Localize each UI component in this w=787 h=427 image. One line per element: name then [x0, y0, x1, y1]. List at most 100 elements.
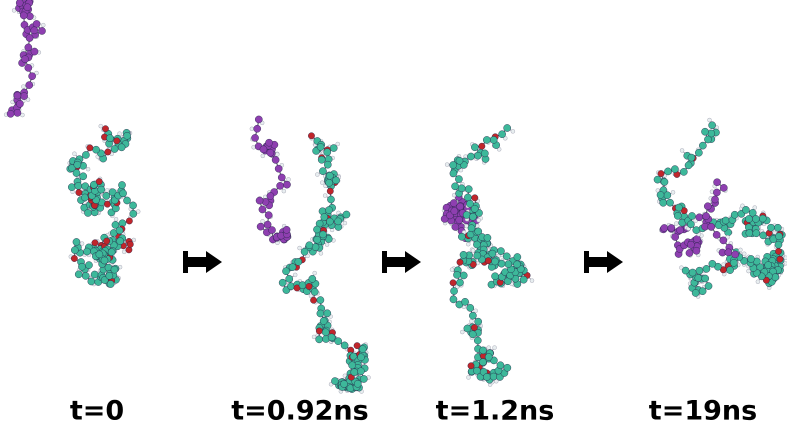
- carbon-atom: [348, 361, 356, 370]
- carbon-atom: [265, 138, 273, 147]
- hydrogen-atom: [740, 203, 745, 208]
- oxygen-atom: [315, 327, 323, 335]
- oxygen-atom: [305, 283, 313, 290]
- carbon-atom: [503, 363, 512, 372]
- hydrogen-atom: [320, 180, 325, 185]
- carbon-atom: [123, 131, 131, 140]
- carbon-atom: [693, 235, 701, 243]
- carbon-atom: [659, 199, 667, 207]
- carbon-atom: [258, 205, 267, 214]
- arrow-bar: [382, 251, 387, 273]
- oxygen-atom: [353, 342, 361, 350]
- carbon-atom: [74, 270, 83, 279]
- oxygen-atom: [467, 362, 475, 370]
- carbon-atom: [724, 248, 733, 257]
- carbon-atom: [72, 169, 81, 177]
- hydrogen-atom: [34, 70, 39, 76]
- carbon-atom: [671, 233, 679, 241]
- carbon-atom: [708, 121, 716, 130]
- carbon-atom: [702, 265, 711, 273]
- carbon-atom: [676, 226, 684, 235]
- hydrogen-atom: [670, 190, 676, 195]
- hydrogen-atom: [473, 308, 478, 313]
- carbon-atom: [320, 213, 329, 221]
- carbon-atom: [464, 185, 473, 193]
- carbon-atom: [667, 224, 676, 232]
- carbon-atom: [491, 272, 499, 281]
- carbon-atom: [474, 317, 482, 326]
- hydrogen-atom: [492, 345, 497, 350]
- oxygen-atom: [657, 170, 665, 177]
- carbon-atom: [6, 109, 15, 118]
- carbon-atom: [702, 212, 710, 220]
- hydrogen-atom: [449, 267, 455, 272]
- oxygen-atom: [70, 255, 78, 262]
- hydrogen-atom: [738, 247, 743, 253]
- carbon-atom: [327, 195, 335, 204]
- hydrogen-atom: [281, 188, 287, 194]
- carbon-atom: [30, 26, 39, 35]
- carbon-atom: [440, 215, 449, 223]
- carbon-atom: [83, 247, 91, 256]
- oxygen-atom: [775, 247, 782, 255]
- hydrogen-atom: [679, 148, 685, 153]
- oxygen-atom: [471, 194, 479, 202]
- carbon-atom: [653, 175, 662, 184]
- oxygen-atom: [113, 137, 121, 145]
- carbon-atom: [85, 261, 93, 269]
- carbon-atom: [319, 167, 327, 175]
- carbon-atom: [108, 188, 117, 197]
- hydrogen-atom: [469, 319, 474, 324]
- carbon-atom: [263, 220, 272, 229]
- carbon-atom: [102, 192, 111, 200]
- carbon-atom: [92, 145, 100, 154]
- molecules: [3, 0, 787, 394]
- carbon-atom: [118, 181, 126, 189]
- carbon-atom: [488, 249, 497, 258]
- carbon-atom: [20, 92, 28, 100]
- hydrogen-atom: [275, 152, 280, 157]
- carbon-atom: [692, 246, 701, 255]
- carbon-atom: [323, 309, 332, 318]
- carbon-atom: [752, 215, 760, 223]
- carbon-atom: [745, 215, 753, 223]
- carbon-atom: [455, 216, 464, 224]
- carbon-atom: [251, 134, 259, 142]
- carbon-atom: [357, 353, 365, 362]
- carbon-atom: [673, 212, 682, 220]
- carbon-atom: [721, 216, 730, 225]
- carbon-atom: [317, 155, 326, 164]
- carbon-atom: [350, 368, 359, 377]
- carbon-atom: [259, 145, 268, 154]
- carbon-atom: [712, 231, 721, 239]
- hydrogen-atom: [318, 251, 324, 256]
- carbon-atom: [332, 176, 340, 185]
- arrow-head: [387, 251, 421, 273]
- carbon-atom: [451, 182, 459, 191]
- carbon-atom: [449, 161, 457, 169]
- carbon-atom: [726, 266, 734, 274]
- hydrogen-atom: [510, 129, 516, 134]
- arrow: [584, 251, 623, 273]
- carbon-atom: [731, 250, 739, 259]
- carbon-atom: [21, 55, 29, 63]
- hydrogen-atom: [529, 278, 535, 283]
- carbon-atom: [68, 183, 76, 191]
- carbon-atom: [28, 72, 36, 81]
- carbon-atom: [300, 247, 309, 256]
- carbon-atom: [119, 189, 127, 198]
- carbon-atom: [266, 192, 275, 200]
- carbon-atom: [110, 145, 119, 153]
- arrow-bar: [584, 251, 589, 273]
- carbon-atom: [701, 127, 709, 136]
- carbon-atom: [491, 257, 499, 266]
- carbon-atom: [129, 209, 138, 218]
- carbon-atom: [271, 156, 280, 164]
- carbon-atom: [278, 278, 287, 287]
- carbon-atom: [24, 43, 33, 52]
- hydrogen-atom: [460, 329, 465, 335]
- carbon-atom: [106, 134, 114, 142]
- carbon-atom: [774, 240, 783, 249]
- carbon-atom: [334, 337, 343, 345]
- carbon-atom: [32, 20, 41, 28]
